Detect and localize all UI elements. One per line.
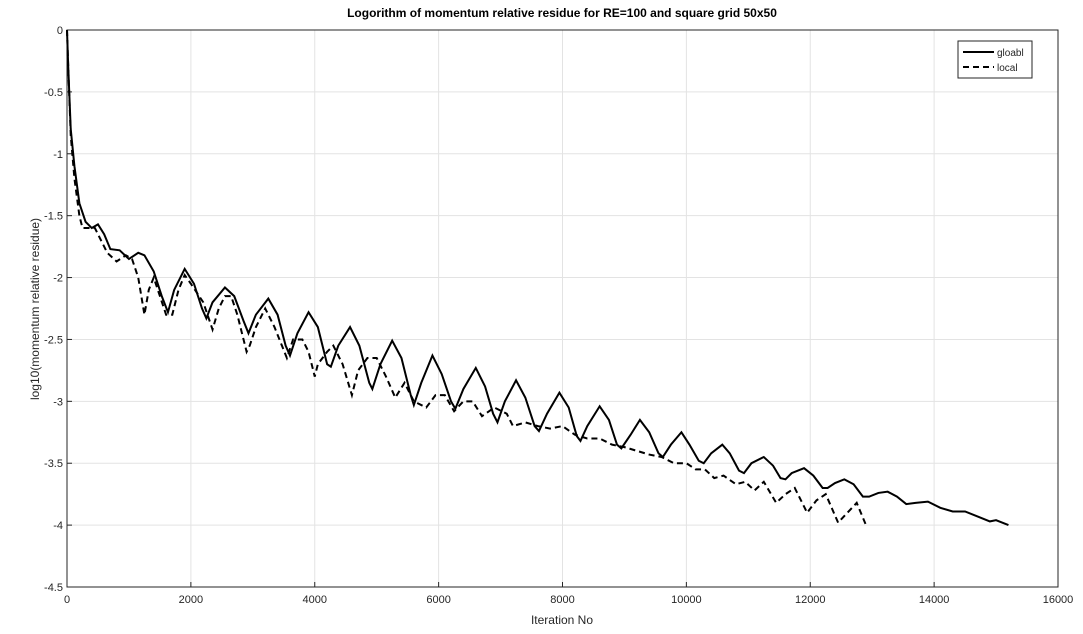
x-tick-label: 0 bbox=[64, 594, 70, 606]
legend-label: gloabl bbox=[997, 48, 1024, 59]
legend-label: local bbox=[997, 63, 1018, 74]
x-axis-label: Iteration No bbox=[531, 613, 593, 627]
legend-box bbox=[957, 40, 1033, 79]
x-tick-label: 6000 bbox=[426, 594, 450, 606]
x-tick-label: 4000 bbox=[303, 594, 327, 606]
y-axis-label: log10(momentum relative residue) bbox=[28, 218, 42, 400]
x-tick-label: 12000 bbox=[795, 594, 826, 606]
y-tick-label: -2.5 bbox=[44, 334, 63, 346]
series-line bbox=[66, 29, 867, 526]
y-tick-label: -3 bbox=[53, 396, 63, 408]
chart-title: Logorithm of momentum relative residue f… bbox=[347, 6, 777, 20]
y-tick-label: -1.5 bbox=[44, 211, 63, 223]
series-line bbox=[66, 29, 1009, 527]
x-tick-label: 14000 bbox=[919, 594, 950, 606]
y-tick-label: -4 bbox=[53, 520, 63, 532]
y-tick-label: 0 bbox=[57, 25, 63, 37]
x-tick-label: 10000 bbox=[671, 594, 702, 606]
plot-border bbox=[66, 29, 1059, 588]
x-tick-label: 2000 bbox=[179, 594, 203, 606]
y-tick-label: -3.5 bbox=[44, 458, 63, 470]
y-tick-label: -0.5 bbox=[44, 87, 63, 99]
x-tick-label: 8000 bbox=[550, 594, 574, 606]
y-tick-label: -4.5 bbox=[44, 582, 63, 594]
x-tick-label: 16000 bbox=[1043, 594, 1074, 606]
y-tick-label: -2 bbox=[53, 273, 63, 285]
legend: gloabl local bbox=[957, 40, 1033, 79]
y-tick-label: -1 bbox=[53, 149, 63, 161]
